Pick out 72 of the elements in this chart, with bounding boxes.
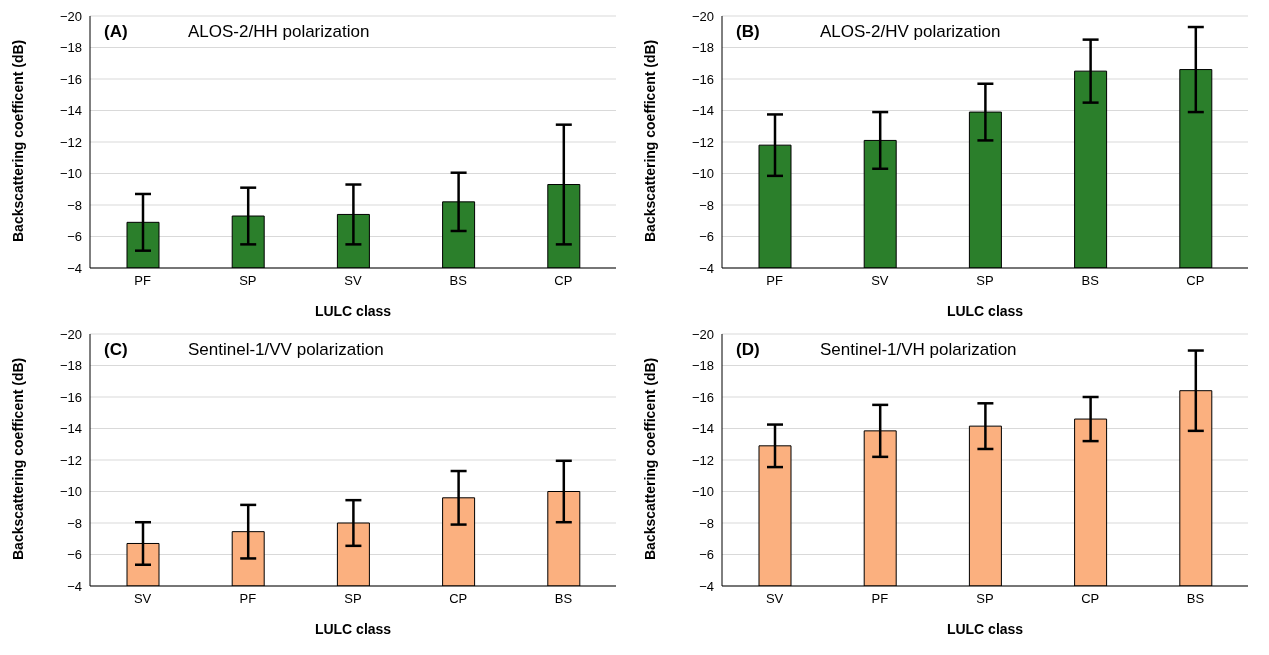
x-tick-label: SV <box>133 591 152 607</box>
y-tick-label: −20 <box>691 326 714 342</box>
x-axis-title: LULC class <box>946 621 1024 637</box>
y-tick-label: −8 <box>67 197 82 213</box>
chart-subtitle: ALOS-2/HH polarization <box>188 22 370 42</box>
x-tick-label: BS <box>1186 591 1205 607</box>
chart-title: (C) <box>104 340 128 360</box>
x-tick-label: CP <box>554 273 573 289</box>
x-tick-label: BS <box>554 591 573 607</box>
y-tick-label: −8 <box>699 515 714 531</box>
y-tick-label: −8 <box>67 515 82 531</box>
y-axis-title: Backscattering coefficent (dB) <box>641 39 658 242</box>
y-tick-label: −18 <box>691 40 714 56</box>
x-tick-label: SP <box>239 273 257 289</box>
chart-subtitle: Sentinel-1/VH polarization <box>820 340 1017 360</box>
y-tick-label: −16 <box>59 389 82 405</box>
chart-title: (A) <box>104 22 128 42</box>
x-tick-label: SV <box>871 273 889 289</box>
x-tick-label: BS <box>449 273 468 289</box>
y-tick-label: −14 <box>691 421 714 437</box>
chart-title: (D) <box>736 340 760 360</box>
y-tick-label: −16 <box>691 71 714 87</box>
y-tick-label: −14 <box>59 103 82 119</box>
x-tick-label: CP <box>449 591 468 607</box>
x-tick-label: CP <box>1081 591 1100 607</box>
y-tick-label: −14 <box>59 421 82 437</box>
x-tick-label: PF <box>134 273 151 289</box>
x-tick-label: PF <box>239 591 257 607</box>
x-tick-label: SP <box>976 273 994 289</box>
chart-subtitle: Sentinel-1/VV polarization <box>188 340 384 360</box>
y-tick-label: −16 <box>691 389 714 405</box>
x-tick-label: SV <box>344 273 362 289</box>
y-tick-label: −6 <box>699 547 714 563</box>
y-tick-label: −12 <box>59 134 82 150</box>
x-tick-label: SP <box>344 591 362 607</box>
y-tick-label: −4 <box>699 578 714 594</box>
chart-subtitle: ALOS-2/HV polarization <box>820 22 1001 42</box>
x-tick-label: CP <box>1186 273 1205 289</box>
y-axis-title: Backscattering coefficent (dB) <box>9 357 26 560</box>
y-tick-label: −10 <box>59 166 82 182</box>
y-tick-label: −14 <box>691 103 714 119</box>
y-tick-label: −10 <box>691 484 714 500</box>
y-tick-label: −10 <box>691 166 714 182</box>
y-tick-label: −6 <box>699 229 714 245</box>
y-tick-label: −20 <box>59 8 82 24</box>
x-axis-title: LULC class <box>314 303 392 319</box>
x-tick-label: SV <box>765 591 784 607</box>
y-tick-label: −10 <box>59 484 82 500</box>
chart-title: (B) <box>736 22 760 42</box>
y-tick-label: −6 <box>67 229 82 245</box>
x-axis-title: LULC class <box>946 303 1024 319</box>
y-tick-label: −12 <box>691 134 714 150</box>
y-tick-label: −4 <box>67 578 82 594</box>
y-tick-label: −4 <box>67 260 82 276</box>
y-axis-title: Backscattering coefficent (dB) <box>9 39 26 242</box>
x-tick-label: SP <box>976 591 994 607</box>
y-tick-label: −4 <box>699 260 714 276</box>
y-tick-label: −12 <box>691 452 714 468</box>
y-tick-label: −18 <box>59 40 82 56</box>
y-tick-label: −20 <box>59 326 82 342</box>
x-tick-label: BS <box>1081 273 1100 289</box>
x-tick-label: PF <box>766 273 783 289</box>
y-tick-label: −6 <box>67 547 82 563</box>
y-tick-label: −18 <box>59 358 82 374</box>
y-tick-label: −16 <box>59 71 82 87</box>
x-axis-title: LULC class <box>314 621 392 637</box>
y-tick-label: −12 <box>59 452 82 468</box>
y-tick-label: −8 <box>699 197 714 213</box>
y-tick-label: −20 <box>691 8 714 24</box>
y-tick-label: −18 <box>691 358 714 374</box>
x-tick-label: PF <box>871 591 889 607</box>
y-axis-title: Backscattering coefficent (dB) <box>641 357 658 560</box>
